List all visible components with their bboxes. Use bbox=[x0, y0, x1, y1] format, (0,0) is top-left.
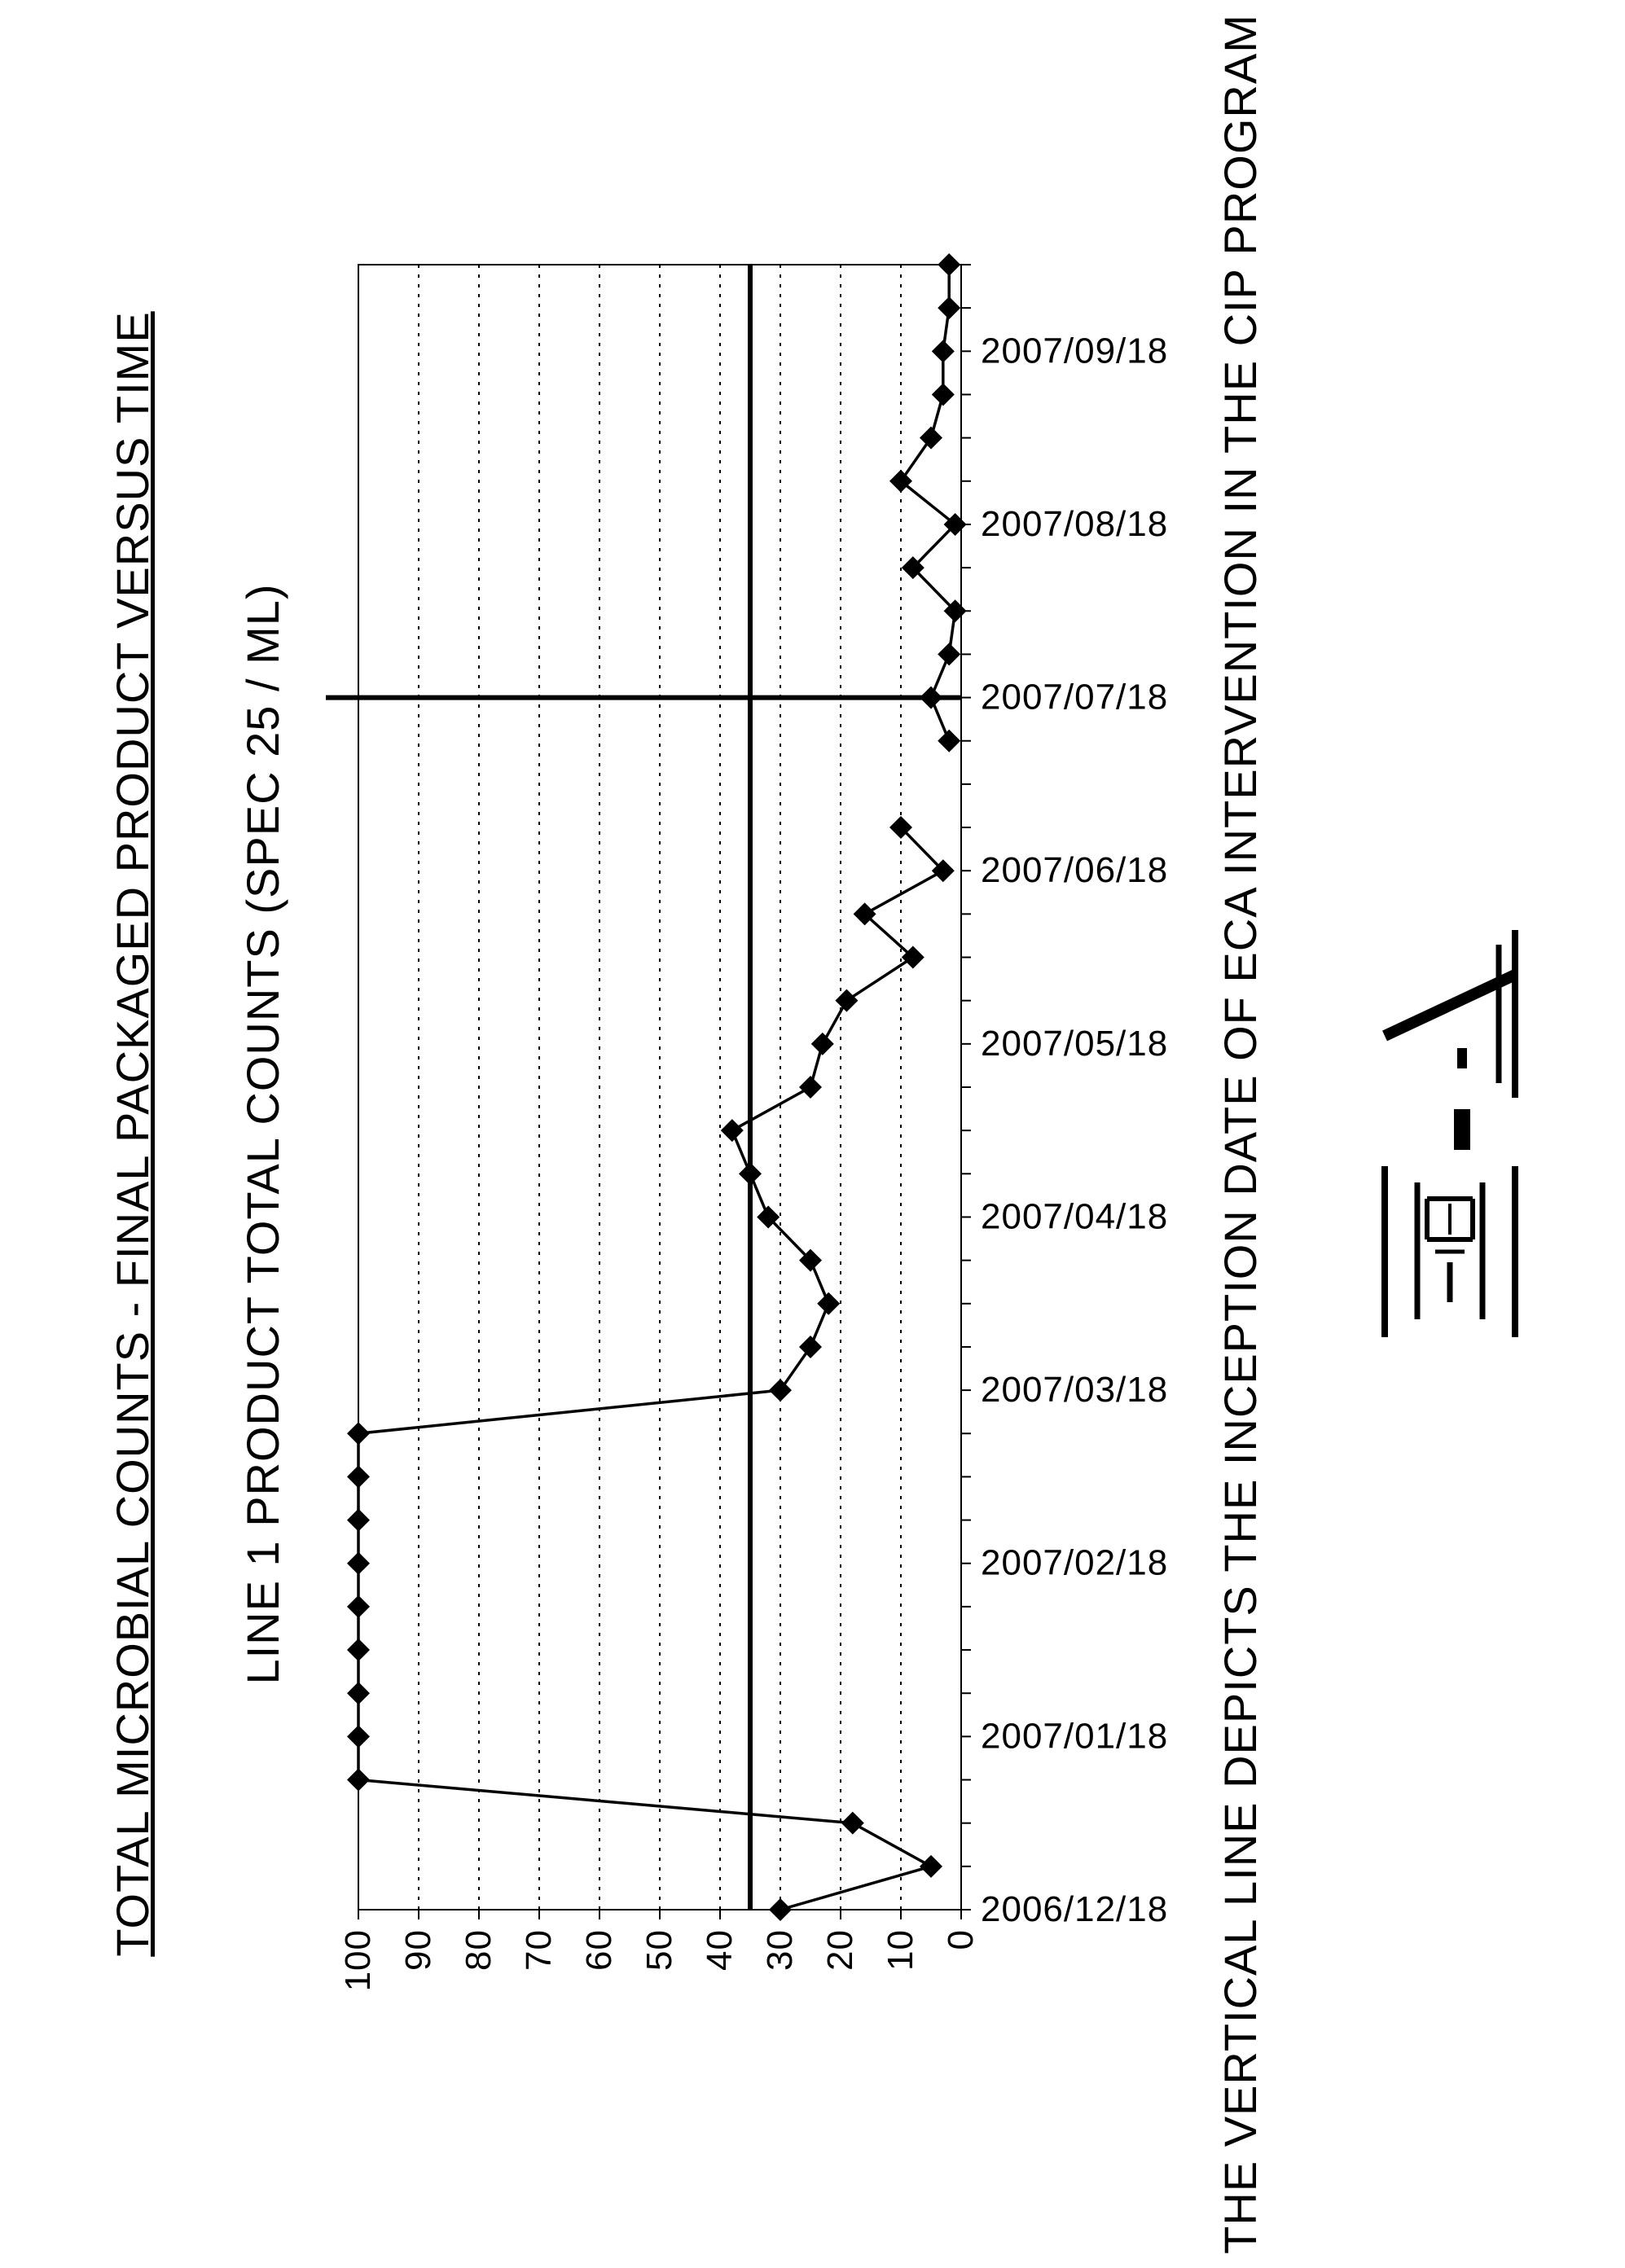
svg-text:60: 60 bbox=[579, 1929, 619, 1971]
svg-text:2007/01/18: 2007/01/18 bbox=[981, 1716, 1168, 1756]
data-marker bbox=[799, 1076, 822, 1099]
data-marker bbox=[920, 1855, 942, 1878]
data-marker bbox=[769, 1898, 792, 1921]
data-marker bbox=[347, 1638, 370, 1661]
svg-text:50: 50 bbox=[639, 1929, 679, 1971]
svg-text:2007/08/18: 2007/08/18 bbox=[981, 504, 1168, 544]
svg-text:30: 30 bbox=[760, 1929, 800, 1971]
svg-text:40: 40 bbox=[700, 1929, 740, 1971]
svg-text:0: 0 bbox=[941, 1929, 981, 1950]
svg-text:100: 100 bbox=[338, 1929, 378, 1991]
data-marker bbox=[347, 1595, 370, 1618]
data-marker bbox=[932, 340, 955, 362]
data-marker bbox=[835, 989, 858, 1012]
microbial-chart: 0 10 20 30 40 50 60 70 80 90 100 2006/12/18 2007/01/… bbox=[310, 240, 1173, 2032]
svg-text:20: 20 bbox=[820, 1929, 860, 1971]
data-marker bbox=[938, 296, 960, 319]
data-marker bbox=[938, 253, 960, 276]
data-marker bbox=[938, 643, 960, 665]
data-marker bbox=[739, 1162, 762, 1185]
svg-text:2007/02/18: 2007/02/18 bbox=[981, 1543, 1168, 1583]
data-marker bbox=[799, 1336, 822, 1358]
svg-text:10: 10 bbox=[881, 1929, 920, 1971]
svg-text:70: 70 bbox=[519, 1929, 559, 1971]
footer-note: THE VERTICAL LINE DEPICTS THE INCEPTION … bbox=[1214, 0, 1267, 2268]
data-marker bbox=[347, 1769, 370, 1792]
svg-text:2007/04/18: 2007/04/18 bbox=[981, 1196, 1168, 1236]
data-marker bbox=[769, 1379, 792, 1402]
svg-text:2006/12/18: 2006/12/18 bbox=[981, 1889, 1168, 1929]
data-marker bbox=[347, 1465, 370, 1488]
svg-text:2007/05/18: 2007/05/18 bbox=[981, 1024, 1168, 1064]
main-title: TOTAL MICROBIAL COUNTS - FINAL PACKAGED … bbox=[106, 0, 159, 2268]
data-marker bbox=[841, 1812, 864, 1835]
svg-text:80: 80 bbox=[459, 1929, 498, 1971]
figure-label bbox=[1368, 0, 1535, 2268]
svg-text:2007/09/18: 2007/09/18 bbox=[981, 331, 1168, 371]
data-marker bbox=[938, 730, 960, 752]
data-marker bbox=[817, 1292, 840, 1315]
svg-text:90: 90 bbox=[398, 1929, 438, 1971]
data-marker bbox=[347, 1552, 370, 1575]
data-marker bbox=[920, 687, 942, 709]
data-marker bbox=[811, 1033, 834, 1055]
svg-text:2007/07/18: 2007/07/18 bbox=[981, 678, 1168, 717]
svg-text:2007/06/18: 2007/06/18 bbox=[981, 850, 1168, 890]
svg-text:2007/03/18: 2007/03/18 bbox=[981, 1370, 1168, 1410]
data-marker bbox=[347, 1422, 370, 1445]
data-marker bbox=[721, 1119, 744, 1142]
data-marker bbox=[932, 383, 955, 406]
data-marker bbox=[347, 1509, 370, 1532]
data-marker bbox=[920, 427, 942, 450]
data-marker bbox=[347, 1725, 370, 1748]
data-marker bbox=[347, 1682, 370, 1704]
sub-title: LINE 1 PRODUCT TOTAL COUNTS (SPEC 25 / M… bbox=[236, 0, 289, 2268]
